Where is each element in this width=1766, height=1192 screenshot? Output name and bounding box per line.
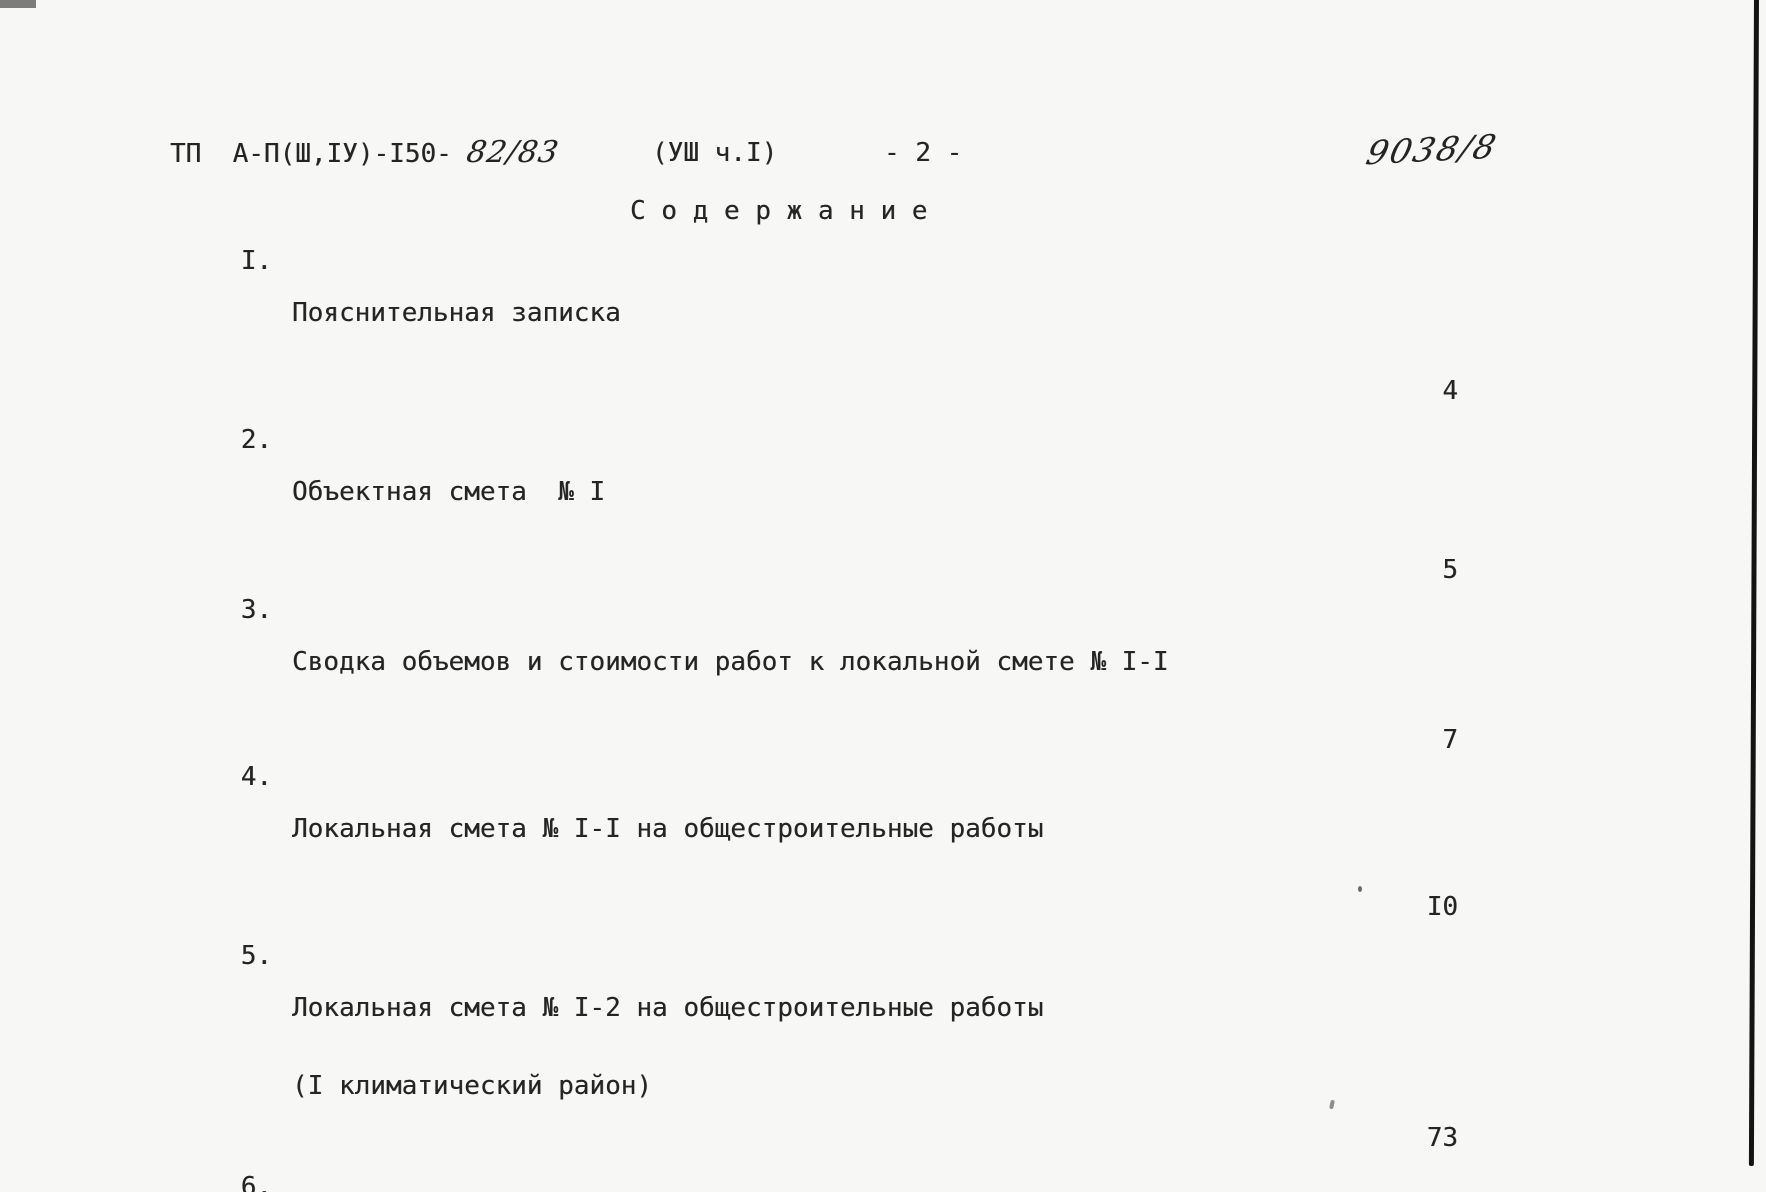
toc-item-title: Локальная смета № I-3 на общестроительны…: [292, 1174, 1766, 1192]
toc-item-title-line1: Сводка объемов и стоимости работ к локал…: [292, 647, 1169, 677]
toc-item-number: 6.: [240, 1172, 272, 1192]
page-number-marker: - 2 -: [884, 138, 963, 168]
toc-item-number: 5.: [240, 941, 272, 971]
page-title: С о д е р ж а н и е: [630, 196, 928, 226]
toc-item-page: 4: [1442, 376, 1458, 406]
toc-item-title: Объектная смета № I: [292, 427, 1766, 583]
toc-list: I. Пояснительная записка 4 2. Объектная …: [0, 248, 1766, 1192]
toc-item-number: 2.: [240, 425, 272, 455]
toc-item-page: I0: [1426, 892, 1458, 922]
toc-item-number: 3.: [240, 595, 272, 625]
doc-code-handwritten: 82/83: [464, 135, 563, 170]
scan-corner-smudge: [0, 0, 36, 8]
toc-row: 3. Сводка объемов и стоимости работ к ло…: [0, 597, 1766, 753]
toc-row: 5. Локальная смета № I-2 на общестроител…: [0, 943, 1766, 1151]
toc-item-title-line1: Объектная смета № I: [292, 477, 606, 507]
toc-row: 4. Локальная смета № I-I на общестроител…: [0, 764, 1766, 920]
archive-number-handwritten: 9038/8: [1362, 126, 1502, 173]
scan-speck: [1358, 886, 1362, 892]
toc-item-title: Пояснительная записка: [292, 248, 1766, 404]
toc-item-title-line2: (I климатический район): [292, 1071, 653, 1101]
toc-row: 2. Объектная смета № I 5: [0, 427, 1766, 583]
doc-part-label: (УШ ч.I): [652, 138, 778, 168]
toc-item-page: 5: [1442, 555, 1458, 585]
doc-code-typed: ТП А-П(Ш,IУ)-I50-: [170, 139, 468, 169]
toc-item-number: I.: [240, 246, 272, 276]
toc-item-title: Локальная смета № I-2 на общестроительны…: [292, 943, 1766, 1151]
toc-item-title-line1: Пояснительная записка: [292, 298, 621, 328]
toc-item-page: 73: [1426, 1123, 1458, 1153]
toc-item-title: Локальная смета № I-I на общестроительны…: [292, 764, 1766, 920]
toc-item-title-line1: Локальная смета № I-I на общестроительны…: [292, 814, 1044, 844]
toc-item-page: 7: [1442, 725, 1458, 755]
doc-code: ТП А-П(Ш,IУ)-I50- 82/83: [170, 135, 563, 170]
toc-item-number: 4.: [240, 762, 272, 792]
toc-row: 6. Локальная смета № I-3 на общестроител…: [0, 1174, 1766, 1192]
toc-row: I. Пояснительная записка 4: [0, 248, 1766, 404]
toc-item-title-line1: Локальная смета № I-2 на общестроительны…: [292, 993, 1044, 1023]
toc-item-title: Сводка объемов и стоимости работ к локал…: [292, 597, 1766, 753]
archive-number: 9038/8: [1363, 127, 1502, 173]
